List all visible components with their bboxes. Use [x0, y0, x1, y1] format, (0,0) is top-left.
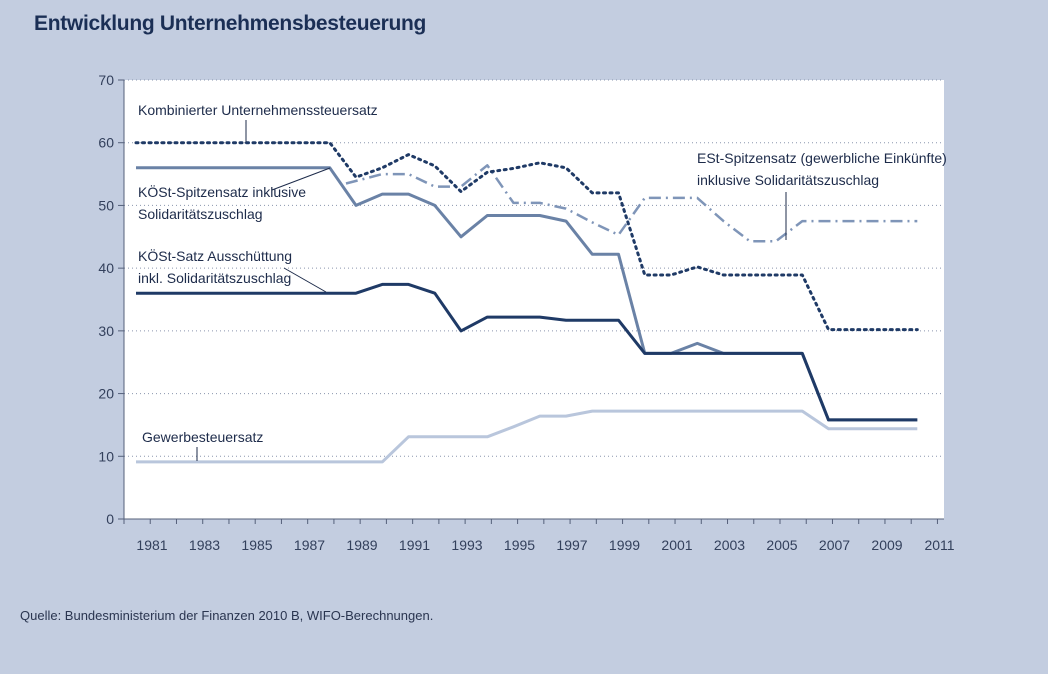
source-note: Quelle: Bundesministerium der Finanzen 2…	[20, 608, 434, 623]
y-tick-label: 30	[98, 323, 114, 339]
plot-area	[124, 80, 944, 519]
annotation-label: KÖSt-Spitzensatz inklusive	[138, 183, 306, 200]
x-tick-label: 1987	[294, 537, 325, 553]
annotation-label: inklusive Solidaritätszuschlag	[697, 172, 879, 188]
series-lines	[134, 141, 919, 464]
chart-title: Entwicklung Unternehmensbesteuerung	[34, 12, 427, 35]
x-tick-label: 2007	[819, 537, 850, 553]
x-tick-label: 2009	[871, 537, 902, 553]
x-tick-label: 2005	[766, 537, 797, 553]
x-tick-label: 1999	[609, 537, 640, 553]
y-tick-label: 50	[98, 197, 114, 213]
annotation-label: inkl. Solidaritätszuschlag	[138, 270, 291, 286]
x-tick-label: 2001	[661, 537, 692, 553]
annotation-label: KÖSt-Satz Ausschüttung	[138, 247, 292, 264]
x-tick-label: 2011	[924, 537, 954, 553]
series-line-4	[345, 164, 918, 243]
y-tick-label: 40	[98, 260, 114, 276]
series-line-3	[136, 282, 918, 422]
y-tick-label: 10	[98, 448, 114, 464]
x-tick-label: 1997	[556, 537, 587, 553]
series-line-5	[136, 409, 918, 464]
x-tick-label: 2003	[714, 537, 745, 553]
annotations: Kombinierter Unternehmenssteuersatz KÖSt-…	[138, 102, 947, 461]
y-tick-label: 70	[98, 72, 114, 88]
y-tick-label: 20	[98, 386, 114, 402]
x-tick-label: 1995	[504, 537, 535, 553]
x-tick-label: 1985	[241, 537, 272, 553]
axes: 0 10 20 30 40 50 60 70 1981 1983 1985 1987 1989 1991 1…	[98, 72, 954, 553]
y-tick-label: 0	[106, 511, 114, 527]
x-tick-label: 1993	[451, 537, 482, 553]
annotation-label: Gewerbesteuersatz	[142, 429, 263, 445]
series-line-1	[134, 141, 919, 332]
x-tick-label: 1991	[399, 537, 430, 553]
annotation-label: Kombinierter Unternehmenssteuersatz	[138, 102, 378, 118]
annotation-label: ESt-Spitzensatz (gewerbliche Einkünfte)	[697, 150, 947, 166]
annotation-label: Solidaritätszuschlag	[138, 206, 263, 222]
annotation-leader	[283, 267, 327, 293]
x-tick-label: 1989	[346, 537, 377, 553]
x-tick-label: 1981	[136, 537, 167, 553]
y-tick-label: 60	[98, 135, 114, 151]
annotation-leader	[271, 167, 331, 191]
x-tick-label: 1983	[189, 537, 220, 553]
